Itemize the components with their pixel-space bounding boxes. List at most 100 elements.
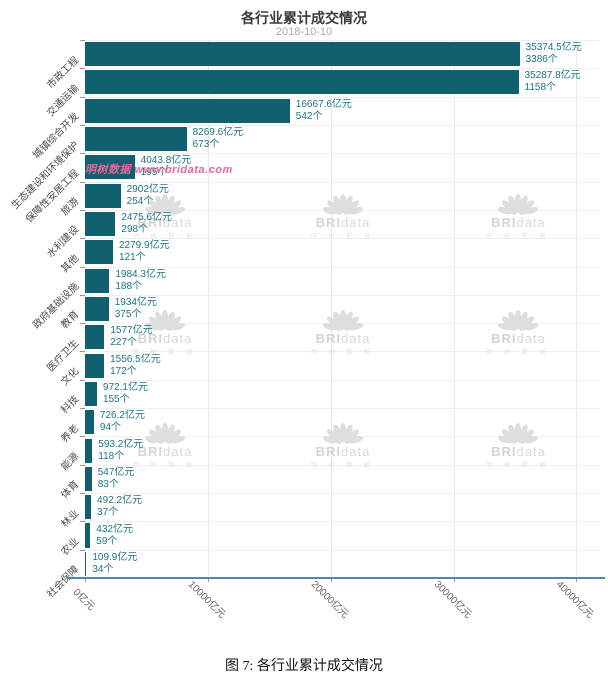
category-tick [80, 521, 85, 523]
bar-count: 155个 [102, 393, 130, 405]
category-label-林业: 林业 [59, 507, 82, 530]
bar-count: 37个 [97, 507, 119, 519]
x-tick-mark [330, 578, 332, 582]
bar-row: 432亿元 59个 [85, 521, 601, 549]
x-tick-mark [85, 578, 86, 582]
bar-amount: 726.2亿元 [99, 410, 145, 422]
bar-value-label: 2902亿元 254个 [127, 184, 169, 208]
horizontal-gridline [85, 521, 601, 523]
bar-value-label: 432亿元 59个 [96, 524, 133, 548]
bar-文化 [85, 353, 105, 378]
bar-value-label: 2475.6亿元 298个 [121, 212, 172, 236]
bar-value-label: 593.2亿元 118个 [98, 439, 143, 463]
vertical-gridline [453, 40, 455, 578]
bar-row: 2902亿元 254个 [85, 182, 601, 210]
x-tick-label: 10000亿元 [185, 579, 228, 621]
bar-count: 34个 [92, 563, 114, 575]
horizontal-gridline [85, 549, 601, 551]
x-tick-mark [576, 578, 578, 582]
bar-其他 [85, 240, 113, 265]
bar-value-label: 1934亿元 375个 [115, 297, 157, 321]
bar-amount: 16667.6亿元 [295, 98, 352, 110]
category-label-养老: 养老 [59, 422, 82, 445]
bar-amount: 8269.6亿元 [192, 127, 244, 139]
bar-保障性安居工程 [85, 155, 135, 180]
horizontal-gridline [85, 153, 601, 155]
bar-amount: 547亿元 [97, 466, 135, 478]
bar-amount: 972.1亿元 [102, 381, 148, 393]
bar-旅游 [85, 183, 121, 208]
category-tick [80, 464, 85, 466]
horizontal-gridline [85, 96, 601, 98]
vertical-gridline [330, 40, 332, 578]
bar-count: 227个 [110, 337, 138, 349]
category-tick [80, 379, 85, 381]
bar-value-label: 1984.3亿元 188个 [115, 269, 166, 293]
horizontal-gridline [85, 40, 601, 41]
bar-value-label: 1577亿元 227个 [110, 325, 152, 349]
bar-政府基础设施 [85, 268, 110, 293]
bar-amount: 2279.9亿元 [119, 240, 170, 252]
bar-水利建设 [85, 212, 116, 237]
x-tick-label: 30000亿元 [431, 579, 473, 621]
bar-row: 972.1亿元 155个 [85, 380, 601, 408]
category-tick [80, 266, 85, 268]
value-axis: 0亿元 10000亿元 20000亿元 30000亿元 40000亿元 [71, 40, 601, 621]
bar-row: 547亿元 83个 [85, 465, 601, 493]
bar-count: 298个 [121, 224, 149, 236]
plot-area: BRIdata 明 树 数 据 BRIdata 明 树 数 据 BRIdata 明 树 数… [10, 40, 605, 621]
category-tick [80, 68, 85, 70]
category-tick [80, 238, 85, 240]
category-tick [80, 124, 85, 126]
bar-amount: 1984.3亿元 [115, 268, 166, 280]
horizontal-gridline [85, 408, 601, 410]
bar-社会保障 [85, 551, 87, 576]
x-tick-mark [453, 578, 455, 582]
bar-value-label: 1556.5亿元 172个 [110, 354, 161, 378]
vertical-gridline [576, 40, 578, 578]
bar-amount: 2475.6亿元 [121, 212, 172, 224]
bar-教育 [85, 296, 109, 321]
category-tick [80, 493, 85, 495]
category-tick [80, 209, 85, 211]
x-tick-label: 0亿元 [70, 586, 97, 613]
bar-row: 1984.3亿元 188个 [85, 267, 601, 295]
bar-amount: 432亿元 [96, 523, 133, 535]
bar-row: 35287.8亿元 1158个 [85, 68, 601, 96]
bar-医疗卫生 [85, 325, 105, 350]
bar-农业 [85, 523, 91, 548]
category-label-能源: 能源 [59, 451, 82, 473]
bar-科技 [85, 381, 97, 406]
chart-title: 各行业累计成交情况 [241, 10, 367, 26]
bar-count: 118个 [98, 450, 125, 462]
bar-count: 83个 [97, 478, 119, 490]
category-tick [80, 181, 85, 183]
bar-amount: 35374.5亿元 [525, 42, 582, 54]
x-tick-mark [207, 578, 209, 582]
bar-row: 35374.5亿元 3386个 [85, 40, 601, 68]
horizontal-gridline [85, 124, 601, 126]
bar-row: 1934亿元 375个 [85, 295, 601, 323]
bar-count: 673个 [192, 139, 220, 151]
bar-count: 172个 [110, 365, 137, 377]
category-label-旅游: 旅游 [59, 196, 82, 219]
bar-市政工程 [85, 42, 520, 67]
bar-value-label: 16667.6亿元 542个 [296, 99, 352, 123]
category-tick [80, 351, 85, 353]
category-label-农业: 农业 [59, 535, 82, 558]
bar-value-label: 109.9亿元 34个 [92, 552, 137, 576]
x-tick-label: 20000亿元 [308, 579, 351, 621]
horizontal-gridline [85, 493, 601, 495]
bar-row: 2279.9亿元 121个 [85, 238, 601, 266]
x-tick-label: 40000亿元 [554, 579, 596, 621]
category-label-教育: 教育 [59, 309, 82, 332]
site-watermark-text: 明树数据 www.bridata.com [85, 164, 233, 176]
horizontal-gridline [85, 238, 601, 240]
x-axis-line [67, 577, 605, 579]
bar-amount: 593.2亿元 [98, 438, 144, 450]
bar-row: 593.2亿元 118个 [85, 436, 601, 464]
bar-amount: 492.2亿元 [97, 495, 143, 507]
bar-row: 8269.6亿元 673个 [85, 125, 601, 153]
bar-row: 1577亿元 227个 [85, 323, 601, 351]
vertical-gridline [207, 40, 209, 578]
